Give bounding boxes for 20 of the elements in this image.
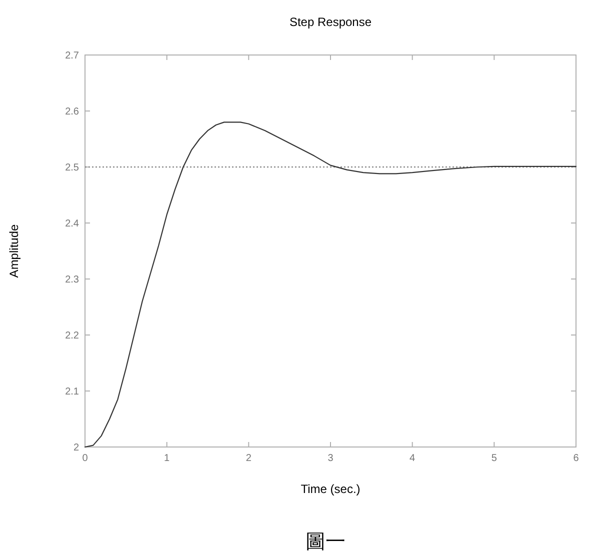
chart-title: Step Response bbox=[289, 15, 372, 29]
y-tick-label: 2.3 bbox=[65, 274, 80, 286]
x-tick-label: 4 bbox=[410, 453, 416, 464]
x-tick-label: 2 bbox=[246, 453, 252, 464]
x-tick-label: 5 bbox=[491, 453, 498, 464]
x-tick-label: 6 bbox=[573, 453, 580, 464]
text: 圖一 bbox=[306, 531, 346, 553]
x-tick-label: 3 bbox=[328, 453, 334, 464]
y-tick-label: 2.5 bbox=[65, 162, 80, 174]
y-tick-label: 2.6 bbox=[65, 106, 80, 118]
y-tick-label: 2 bbox=[73, 442, 80, 454]
x-axis-title: Time (sec.) bbox=[300, 482, 360, 496]
line-series bbox=[84, 122, 577, 448]
y-axis-title: Amplitude bbox=[7, 224, 21, 278]
y-tick-label: 2.4 bbox=[65, 218, 80, 230]
y-tick-label: 2.1 bbox=[65, 386, 80, 398]
x-tick-label: 0 bbox=[82, 453, 88, 464]
x-tick-label: 1 bbox=[164, 453, 170, 464]
y-tick-label: 2.2 bbox=[65, 330, 80, 342]
y-tick-label: 2.7 bbox=[65, 50, 80, 62]
